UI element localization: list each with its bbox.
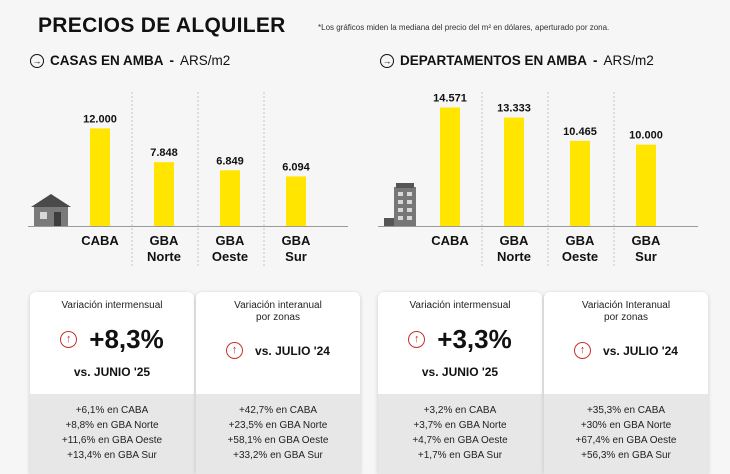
card-label: Variación interanual por zonas	[234, 300, 322, 323]
section-title-deptos: → DEPARTAMENTOS EN AMBA - ARS/m2	[380, 53, 654, 68]
list-item: +42,7% en CABA	[238, 405, 318, 416]
list-item: +1,7% en GBA Sur	[417, 450, 503, 461]
building-icon	[384, 183, 416, 226]
chart-casas: 12.000CABA7.848GBANorte6.849GBAOeste6.09…	[28, 92, 348, 268]
bar	[286, 176, 306, 226]
list-item: +33,2% en GBA Sur	[233, 450, 323, 461]
bar-value-label: 14.571	[433, 92, 467, 104]
list-item: +13,4% en GBA Sur	[67, 450, 157, 461]
category-label: Sur	[285, 249, 307, 264]
bar	[440, 107, 460, 226]
section-unit: ARS/m2	[180, 53, 231, 68]
card-intermensual-casas: Variación intermensual ↑ +8,3% vs. JUNIO…	[30, 292, 194, 474]
arrow-up-icon: ↑	[574, 342, 592, 359]
category-label: Norte	[147, 249, 181, 264]
list-item: +23,5% en GBA Norte	[228, 420, 328, 431]
category-label: CABA	[431, 233, 469, 248]
section-title-text: CASAS EN AMBA	[50, 53, 164, 68]
category-label: Oeste	[562, 249, 598, 264]
bar-value-label: 6.849	[216, 155, 244, 167]
card-label: Variación intermensual	[61, 300, 163, 311]
list-item: +8,8% en GBA Norte	[65, 420, 159, 431]
list-item: +56,3% en GBA Sur	[581, 450, 671, 461]
bar	[504, 117, 524, 226]
bar	[90, 128, 110, 226]
card-list: +3,2% en CABA +3,7% en GBA Norte +4,7% e…	[378, 394, 542, 474]
card-vs: vs. JULIO '24	[255, 343, 330, 358]
list-item: +35,3% en CABA	[586, 405, 666, 416]
card-big-value: +3,3%	[437, 324, 512, 354]
list-item: +58,1% en GBA Oeste	[227, 435, 329, 446]
category-label: GBA	[500, 233, 530, 248]
arrow-up-icon: ↑	[60, 331, 78, 348]
category-label: Oeste	[212, 249, 248, 264]
page-title: PRECIOS DE ALQUILER	[38, 14, 286, 37]
list-item: +6,1% en CABA	[75, 405, 149, 416]
list-item: +4,7% en GBA Oeste	[412, 435, 508, 446]
category-label: GBA	[150, 233, 180, 248]
bar-value-label: 10.465	[563, 126, 597, 138]
card-big-value: +8,3%	[89, 324, 164, 354]
card-label: Variación intermensual	[409, 300, 511, 311]
category-label: GBA	[632, 233, 662, 248]
category-label: GBA	[566, 233, 596, 248]
arrow-up-icon: ↑	[408, 331, 426, 348]
bar-value-label: 7.848	[150, 147, 178, 159]
chart-departamentos: 14.571CABA13.333GBANorte10.465GBAOeste10…	[378, 92, 698, 268]
category-label: GBA	[282, 233, 312, 248]
list-item: +67,4% en GBA Oeste	[575, 435, 677, 446]
card-interanual-deptos: Variación Interanual por zonas ↑ vs. JUL…	[544, 292, 708, 474]
bar	[154, 162, 174, 226]
bar	[570, 140, 590, 226]
list-item: +30% en GBA Norte	[580, 420, 672, 431]
bar-value-label: 10.000	[629, 130, 663, 142]
card-interanual-casas: Variación interanual por zonas ↑ vs. JUL…	[196, 292, 360, 474]
section-unit: ARS/m2	[603, 53, 654, 68]
card-label: Variación Interanual por zonas	[581, 300, 671, 323]
category-label: GBA	[216, 233, 246, 248]
card-vs: vs. JULIO '24	[603, 343, 678, 358]
category-label: Norte	[497, 249, 531, 264]
list-item: +3,7% en GBA Norte	[413, 420, 507, 431]
card-list: +35,3% en CABA +30% en GBA Norte +67,4% …	[544, 394, 708, 474]
arrow-right-icon: →	[380, 53, 394, 68]
card-vs: vs. JUNIO '25	[73, 365, 151, 379]
category-label: CABA	[81, 233, 119, 248]
list-item: +11,6% en GBA Oeste	[61, 435, 163, 446]
list-item: +3,2% en CABA	[423, 405, 497, 416]
house-icon	[31, 194, 71, 226]
bar-value-label: 6.094	[282, 161, 310, 173]
bar	[220, 170, 240, 226]
section-title-text: DEPARTAMENTOS EN AMBA	[400, 53, 588, 68]
bar	[636, 144, 656, 226]
card-list: +42,7% en CABA +23,5% en GBA Norte +58,1…	[196, 394, 360, 474]
bar-value-label: 13.333	[497, 103, 531, 115]
category-label: Sur	[635, 249, 657, 264]
footnote: *Los gráficos miden la mediana del preci…	[318, 23, 610, 32]
card-list: +6,1% en CABA +8,8% en GBA Norte +11,6% …	[30, 394, 194, 474]
card-vs: vs. JUNIO '25	[421, 365, 499, 379]
section-title-casas: → CASAS EN AMBA - ARS/m2	[30, 53, 230, 68]
arrow-right-icon: →	[30, 53, 44, 68]
card-intermensual-deptos: Variación intermensual ↑ +3,3% vs. JUNIO…	[378, 292, 542, 474]
arrow-up-icon: ↑	[226, 342, 244, 359]
bar-value-label: 12.000	[83, 113, 117, 125]
